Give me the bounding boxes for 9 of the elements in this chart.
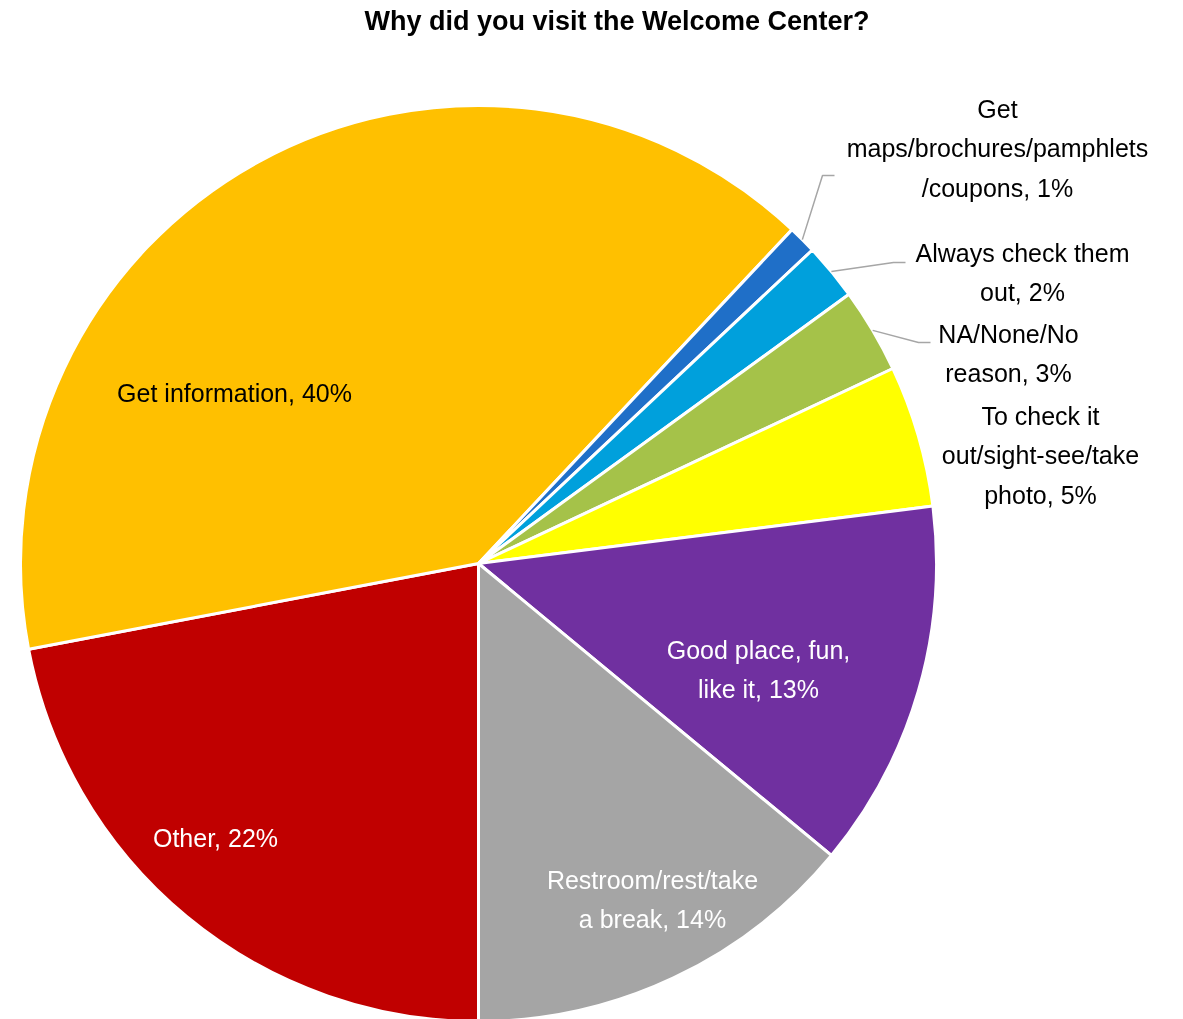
slice-label: Other, 22%: [152, 823, 279, 852]
slice-label: Restroom/rest/take a break, 14%: [546, 865, 759, 934]
slice-label: Get information, 40%: [117, 378, 352, 407]
slice-label: Always check them out, 2%: [915, 238, 1130, 307]
chart-title: Why did you visit the Welcome Center?: [364, 5, 870, 36]
slice-label: Good place, fun, like it, 13%: [666, 635, 851, 704]
slice-label: NA/None/No reason, 3%: [938, 319, 1079, 388]
slice-label: To check it out/sight-see/take photo, 5%: [941, 402, 1140, 509]
slice-label: Get maps/brochures/pamphlets/coupons, 1%: [846, 95, 1149, 202]
